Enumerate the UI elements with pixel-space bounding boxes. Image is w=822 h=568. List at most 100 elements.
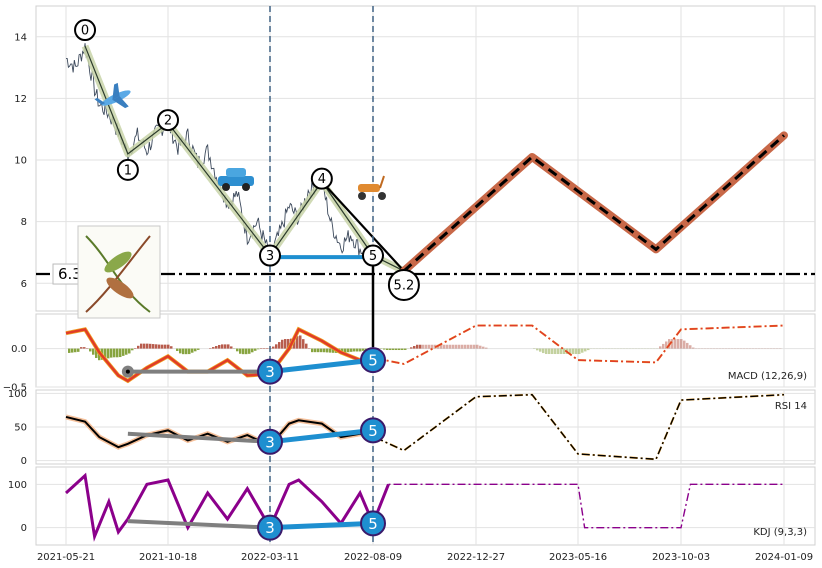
kdj-panel-frame [35,466,816,546]
macd-histogram-bar [71,348,74,353]
macd-panel-label: MACD (12,26,9) [728,371,807,382]
macd-histogram-bar [482,346,485,349]
scooter-body [358,184,380,192]
macd-histogram-bar [404,348,407,350]
macd-histogram-bar [443,344,446,349]
scooter-wheel [358,192,366,200]
macd-histogram-bar [125,348,128,355]
rsi-panel-label: RSI 14 [775,401,807,412]
macd-histogram-bar [542,348,545,354]
macd-histogram-bar [92,348,95,355]
macd-histogram-bar [383,348,386,350]
rsi-gray-divergence [127,431,271,444]
macd-histogram-bar [389,348,392,351]
rsi-wave-bubble [257,428,283,455]
macd-histogram-bar [323,348,326,353]
wave-point-label: 3 [266,249,274,264]
plant-illustration-icon [77,225,161,319]
macd-histogram-bar [548,348,551,355]
macd-histogram-bar [230,346,233,349]
x-tick-label: 2022-03-11 [241,552,299,563]
macd-histogram-bar [689,345,692,349]
macd-histogram-bar [83,347,86,349]
kdj-projection-line [359,483,784,529]
macd-histogram-bar [212,347,215,349]
macd-histogram-bar [446,344,449,349]
macd-histogram-bar [95,348,98,358]
macd-histogram-bar [179,348,182,354]
macd-histogram-bar [302,339,305,349]
macd-histogram-bar [410,347,413,349]
macd-histogram-bar [329,348,332,353]
series-layer [64,43,788,542]
macd-histogram-bar [110,348,113,358]
projection-line [402,134,785,273]
macd-histogram-bar [131,348,134,351]
plant-stem [85,235,151,313]
macd-histogram-bar [317,348,320,353]
wave-point-label: 2 [164,114,172,129]
macd-histogram-bar [416,344,419,349]
macd-histogram-bar [341,348,344,353]
macd-histogram-bar [194,348,197,352]
macd-histogram-bar [287,339,290,349]
macd-histogram-bar [395,348,398,351]
macd-histogram-bar [347,348,350,353]
macd-histogram-bar [539,348,542,352]
macd-histogram-bar [227,344,230,349]
macd-histogram-bar [359,348,362,352]
scooter-icon [358,175,386,200]
macd-histogram-bar [134,348,137,349]
macd-histogram-bar [473,344,476,349]
price-y-tick-label: 10 [14,156,27,167]
macd-histogram-bar [107,348,110,359]
macd-histogram-bar [419,344,422,349]
rsi-wave-bubble [360,417,386,444]
x-tick-label: 2023-05-16 [549,552,607,563]
macd-histogram-bar [164,344,167,349]
wave-point-circle [116,158,139,181]
kdj-wave-bubble [360,510,386,537]
macd-histogram-bar [587,348,590,351]
wave-point-circle [387,268,420,301]
wave-point-label: 0 [81,24,89,39]
wave-point-label: 1 [124,163,132,178]
airplane-wing [112,96,129,109]
macd-histogram-bar [299,335,302,349]
macd-histogram-bar [185,348,188,355]
macd-histogram-bar [578,348,581,355]
macd-blue-divergence [269,357,374,375]
macd-histogram-bar [272,346,275,349]
macd-wave-bubble [257,358,283,385]
x-tick-label: 2023-10-03 [652,552,710,563]
support-line-label: 6.3 [58,265,82,283]
wave-point-circle [362,244,384,267]
macd-histogram-bar [80,347,83,349]
macd-histogram-bar [236,348,239,352]
macd-histogram-bar [353,348,356,352]
macd-histogram-bar [464,344,467,349]
rsi-y-tick-label: 0 [21,456,27,467]
macd-histogram-bar [449,344,452,349]
macd-histogram-bar [428,344,431,349]
macd-histogram-bar [401,348,404,351]
macd-histogram-bar [332,348,335,353]
macd-histogram-bar [452,344,455,349]
macd-histogram-bar [683,340,686,349]
kdj-wave-bubble [257,514,283,541]
macd-histogram-bar [305,343,308,349]
macd-histogram-bar [221,344,224,349]
macd-histogram-bar [218,344,221,349]
macd-histogram-bar [461,344,464,349]
macd-histogram-bar [425,344,428,349]
macd-panel-frame [35,313,816,388]
x-tick-label: 2021-10-18 [139,552,197,563]
tick-labels: 2021-05-21 2021-10-18 2022-03-11 2022-08-09… [3,32,813,563]
macd-histogram-bar [113,348,116,358]
price-y-tick-label: 12 [14,94,27,105]
overlay-layer: 6.3 0 1 2 3 4 5 5.2 3 5 3 5 3 5 [36,6,815,545]
macd-histogram-bar [245,348,248,355]
macd-histogram-bar [545,348,548,355]
wave-point-label: 5.2 [394,278,415,293]
